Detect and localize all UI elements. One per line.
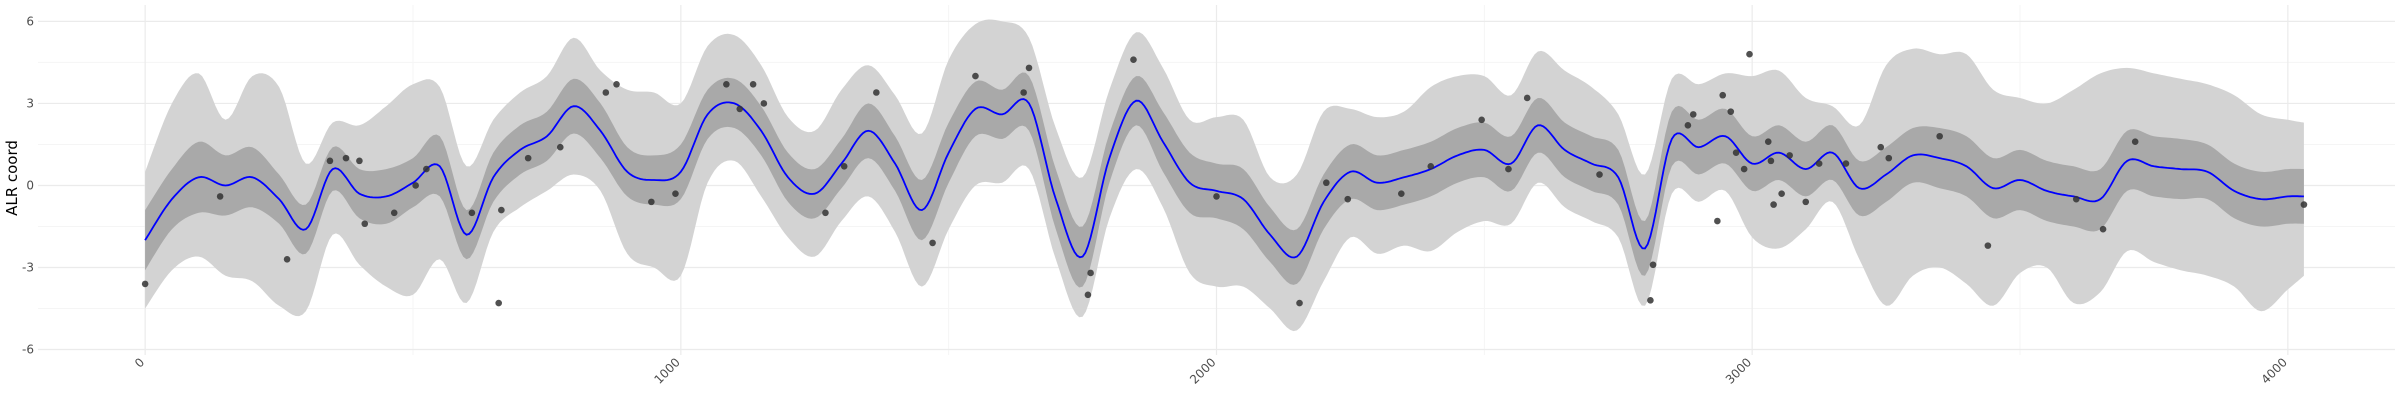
observation-point: [1087, 269, 1094, 277]
y-tick-label: 3: [26, 96, 34, 110]
observation-point: [283, 255, 291, 263]
observation-point: [556, 143, 564, 151]
observation-point: [141, 280, 149, 288]
observation-point: [1802, 198, 1810, 206]
observation-point: [1727, 108, 1735, 115]
observation-point: [1020, 89, 1027, 96]
observation-point: [1984, 242, 1992, 249]
observation-point: [1213, 193, 1220, 200]
observation-point: [1647, 297, 1654, 304]
observation-point: [840, 163, 848, 170]
observation-point: [1344, 195, 1352, 203]
observation-point: [1842, 160, 1850, 167]
observation-point: [1684, 122, 1692, 129]
observation-point: [613, 80, 620, 88]
observation-point: [1025, 64, 1033, 72]
observation-point: [1689, 111, 1697, 118]
observation-point: [1505, 165, 1512, 173]
observation-point: [361, 220, 369, 228]
y-tick-label: -6: [22, 343, 34, 357]
observation-point: [1740, 165, 1748, 173]
observation-point: [2072, 195, 2080, 203]
y-tick-label: -3: [22, 261, 34, 275]
observation-point: [1815, 160, 1823, 167]
observation-point: [1714, 217, 1721, 225]
observation-point: [672, 190, 679, 197]
observation-point: [1130, 56, 1137, 63]
observation-point: [390, 209, 398, 217]
observation-point: [1427, 163, 1435, 170]
observation-point: [602, 89, 610, 96]
observation-points: [141, 50, 2308, 307]
observation-point: [1398, 190, 1405, 197]
observation-point: [1936, 132, 1943, 140]
observation-point: [648, 198, 655, 206]
observation-point: [1719, 91, 1727, 99]
observation-point: [972, 72, 979, 80]
observation-point: [1767, 157, 1775, 165]
observation-point: [524, 154, 532, 162]
observation-point: [1523, 94, 1531, 102]
observation-point: [423, 165, 430, 173]
observation-point: [326, 157, 334, 165]
observation-point: [1877, 143, 1885, 151]
mean-line: [144, 98, 2304, 259]
observation-point: [498, 206, 505, 214]
observation-point: [468, 209, 476, 217]
observation-point: [736, 105, 744, 113]
observation-point: [412, 182, 419, 189]
y-tick-label: 6: [26, 14, 34, 28]
observation-point: [1732, 149, 1740, 156]
observation-point: [356, 157, 363, 165]
y-axis-ticks: -6 -3 0 3 6: [22, 14, 34, 356]
observation-point: [929, 239, 936, 247]
observation-point: [495, 299, 502, 307]
observation-point: [1770, 201, 1777, 208]
observation-point: [2099, 225, 2107, 233]
observation-point: [1786, 152, 1793, 159]
observation-point: [749, 80, 757, 88]
observation-point: [1478, 116, 1485, 124]
observation-point: [1885, 154, 1893, 162]
uncertainty-bands: [145, 19, 2304, 332]
observation-point: [1296, 299, 1303, 307]
observation-point: [1084, 291, 1092, 299]
observation-point: [723, 80, 730, 88]
observation-point: [760, 100, 768, 107]
observation-point: [1323, 179, 1330, 187]
observation-point: [1596, 171, 1603, 178]
observation-point: [1746, 50, 1753, 58]
mean-line-layer: [144, 98, 2304, 259]
inner-credible-band: [145, 72, 2304, 288]
observation-point: [873, 89, 880, 96]
y-tick-label: 0: [26, 178, 34, 192]
observation-point: [216, 193, 224, 200]
observation-point: [822, 209, 829, 217]
observation-point: [342, 154, 350, 162]
observation-point: [1778, 190, 1785, 197]
observation-point: [1649, 261, 1657, 269]
observation-point: [1764, 138, 1772, 146]
observation-point: [2131, 138, 2139, 146]
observation-point: [2300, 201, 2308, 208]
y-axis-title: ALR coord: [3, 140, 21, 216]
